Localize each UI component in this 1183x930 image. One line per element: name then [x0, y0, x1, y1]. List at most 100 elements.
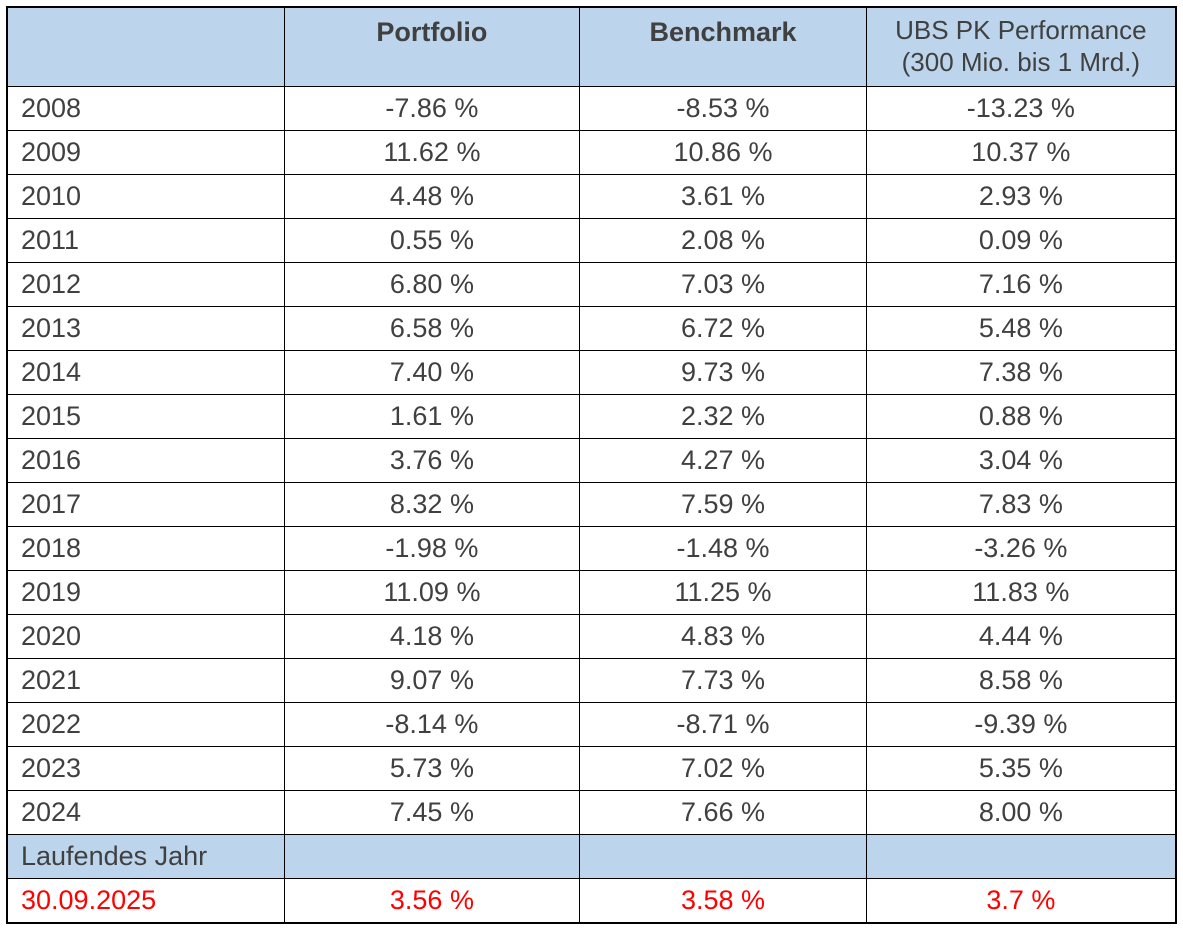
- ubs-cell: 0.09 %: [865, 217, 1177, 263]
- year-cell: 2016: [6, 437, 285, 483]
- ubs-cell: 10.37 %: [865, 129, 1177, 175]
- section-empty-cell: [283, 834, 581, 880]
- benchmark-cell: 4.27 %: [579, 437, 867, 483]
- year-cell: 2017: [6, 481, 285, 527]
- header-ubs-line1: UBS PK Performance: [895, 15, 1147, 45]
- section-row-laufendes-jahr: Laufendes Jahr: [6, 834, 1177, 880]
- year-cell: 2018: [6, 525, 285, 572]
- benchmark-cell: 6.72 %: [579, 305, 867, 351]
- table-row-2011: 2011 0.55 % 2.08 % 0.09 %: [6, 217, 1177, 263]
- header-year-cell: [6, 6, 285, 87]
- section-empty-cell: [865, 834, 1177, 880]
- ubs-cell: 11.83 %: [865, 570, 1177, 616]
- benchmark-cell: 2.32 %: [579, 393, 867, 439]
- benchmark-cell: 7.73 %: [579, 658, 867, 704]
- current-benchmark-cell: 3.58 %: [579, 878, 867, 924]
- benchmark-cell: 3.61 %: [579, 173, 867, 219]
- benchmark-cell: 7.02 %: [579, 746, 867, 792]
- performance-table: Portfolio Benchmark UBS PK Performance (…: [6, 6, 1177, 924]
- ubs-cell: 7.83 %: [865, 481, 1177, 527]
- table-row-2023: 2023 5.73 % 7.02 % 5.35 %: [6, 746, 1177, 792]
- current-ubs-cell: 3.7 %: [865, 878, 1177, 924]
- table-row-2019: 2019 11.09 % 11.25 % 11.83 %: [6, 570, 1177, 616]
- ubs-cell: 7.16 %: [865, 261, 1177, 307]
- year-cell: 2013: [6, 305, 285, 351]
- table-row-2024: 2024 7.45 % 7.66 % 8.00 %: [6, 790, 1177, 836]
- ubs-cell: 8.58 %: [865, 658, 1177, 704]
- portfolio-cell: 7.45 %: [283, 790, 581, 836]
- benchmark-cell: 7.03 %: [579, 261, 867, 307]
- ubs-cell: 7.38 %: [865, 349, 1177, 395]
- table-row-2013: 2013 6.58 % 6.72 % 5.48 %: [6, 305, 1177, 351]
- header-portfolio: Portfolio: [283, 6, 581, 87]
- table-row-2008: 2008 -7.86 % -8.53 % -13.23 %: [6, 85, 1177, 131]
- benchmark-cell: -8.71 %: [579, 702, 867, 748]
- benchmark-cell: 7.66 %: [579, 790, 867, 836]
- ubs-cell: 5.48 %: [865, 305, 1177, 351]
- year-cell: 2010: [6, 173, 285, 219]
- current-portfolio-cell: 3.56 %: [283, 878, 581, 924]
- year-cell: 2011: [6, 217, 285, 263]
- current-year-row: 30.09.2025 3.56 % 3.58 % 3.7 %: [6, 878, 1177, 924]
- header-ubs-line2: (300 Mio. bis 1 Mrd.): [901, 46, 1141, 77]
- section-empty-cell: [579, 834, 867, 880]
- ubs-cell: -13.23 %: [865, 85, 1177, 131]
- benchmark-cell: -1.48 %: [579, 525, 867, 572]
- portfolio-cell: 11.09 %: [283, 570, 581, 616]
- table-row-2020: 2020 4.18 % 4.83 % 4.44 %: [6, 614, 1177, 660]
- year-cell: 2009: [6, 129, 285, 175]
- portfolio-cell: -7.86 %: [283, 85, 581, 131]
- portfolio-cell: 3.76 %: [283, 437, 581, 483]
- table-row-2016: 2016 3.76 % 4.27 % 3.04 %: [6, 437, 1177, 483]
- table-row-2022: 2022 -8.14 % -8.71 % -9.39 %: [6, 702, 1177, 748]
- portfolio-cell: 8.32 %: [283, 481, 581, 527]
- portfolio-cell: 1.61 %: [283, 393, 581, 439]
- year-cell: 2020: [6, 614, 285, 660]
- table-row-2018: 2018 -1.98 % -1.48 % -3.26 %: [6, 525, 1177, 572]
- benchmark-cell: 11.25 %: [579, 570, 867, 616]
- benchmark-cell: 4.83 %: [579, 614, 867, 660]
- table-row-2009: 2009 11.62 % 10.86 % 10.37 %: [6, 129, 1177, 175]
- portfolio-cell: 5.73 %: [283, 746, 581, 792]
- table-row-2021: 2021 9.07 % 7.73 % 8.58 %: [6, 658, 1177, 704]
- year-cell: 2008: [6, 85, 285, 131]
- header-benchmark: Benchmark: [579, 6, 867, 87]
- benchmark-cell: 10.86 %: [579, 129, 867, 175]
- portfolio-cell: -1.98 %: [283, 525, 581, 572]
- portfolio-cell: 11.62 %: [283, 129, 581, 175]
- benchmark-cell: 7.59 %: [579, 481, 867, 527]
- ubs-cell: -3.26 %: [865, 525, 1177, 572]
- year-cell: 2023: [6, 746, 285, 792]
- table-row-2015: 2015 1.61 % 2.32 % 0.88 %: [6, 393, 1177, 439]
- ubs-cell: 4.44 %: [865, 614, 1177, 660]
- section-label: Laufendes Jahr: [6, 834, 285, 880]
- benchmark-cell: -8.53 %: [579, 85, 867, 131]
- ubs-cell: 3.04 %: [865, 437, 1177, 483]
- ubs-cell: 0.88 %: [865, 393, 1177, 439]
- portfolio-cell: 0.55 %: [283, 217, 581, 263]
- year-cell: 2012: [6, 261, 285, 307]
- table-row-2014: 2014 7.40 % 9.73 % 7.38 %: [6, 349, 1177, 395]
- header-row: Portfolio Benchmark UBS PK Performance (…: [6, 6, 1177, 87]
- year-cell: 2022: [6, 702, 285, 748]
- portfolio-cell: 4.18 %: [283, 614, 581, 660]
- portfolio-cell: 6.80 %: [283, 261, 581, 307]
- year-cell: 2021: [6, 658, 285, 704]
- ubs-cell: 2.93 %: [865, 173, 1177, 219]
- table-row-2017: 2017 8.32 % 7.59 % 7.83 %: [6, 481, 1177, 527]
- table-row-2012: 2012 6.80 % 7.03 % 7.16 %: [6, 261, 1177, 307]
- ubs-cell: 8.00 %: [865, 790, 1177, 836]
- portfolio-cell: 9.07 %: [283, 658, 581, 704]
- year-cell: 2014: [6, 349, 285, 395]
- table-row-2010: 2010 4.48 % 3.61 % 2.93 %: [6, 173, 1177, 219]
- portfolio-cell: -8.14 %: [283, 702, 581, 748]
- benchmark-cell: 2.08 %: [579, 217, 867, 263]
- year-cell: 2015: [6, 393, 285, 439]
- year-cell: 2019: [6, 570, 285, 616]
- year-cell: 2024: [6, 790, 285, 836]
- current-date-cell: 30.09.2025: [6, 878, 285, 924]
- portfolio-cell: 7.40 %: [283, 349, 581, 395]
- benchmark-cell: 9.73 %: [579, 349, 867, 395]
- portfolio-cell: 4.48 %: [283, 173, 581, 219]
